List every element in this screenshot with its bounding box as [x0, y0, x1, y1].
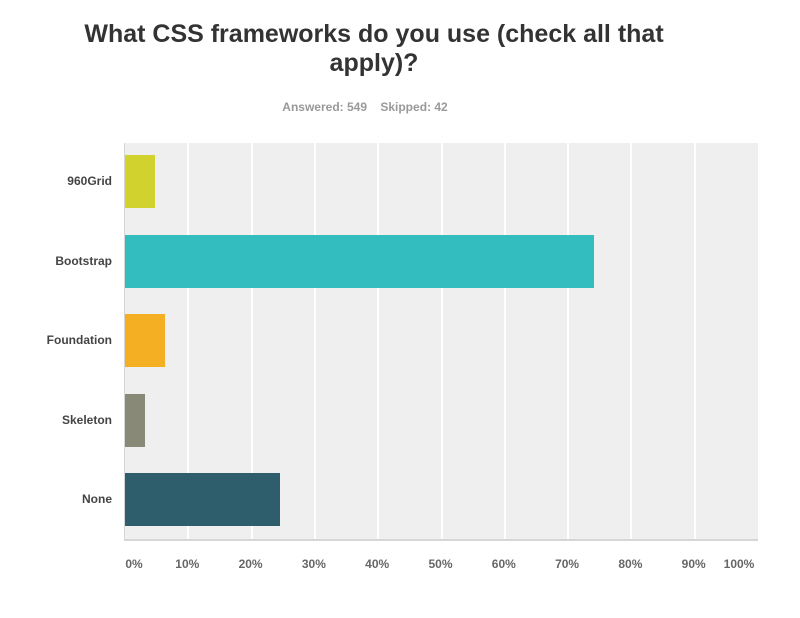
x-tick-label: 0%: [125, 557, 143, 571]
gridline: [693, 143, 696, 539]
bar-bootstrap[interactable]: [125, 235, 595, 288]
x-tick-label: 60%: [491, 557, 516, 571]
skipped-count: Skipped: 42: [380, 100, 448, 114]
bar-none[interactable]: [125, 473, 281, 526]
gridline: [440, 143, 443, 539]
plot-area: [124, 143, 758, 541]
x-tick-label: 90%: [681, 557, 706, 571]
bar-foundation[interactable]: [125, 314, 165, 367]
bar-skeleton[interactable]: [125, 394, 146, 447]
x-tick-label: 40%: [365, 557, 390, 571]
x-tick-label: 20%: [238, 557, 263, 571]
category-label: Foundation: [46, 333, 112, 347]
category-label: 960Grid: [67, 174, 112, 188]
gridline: [313, 143, 316, 539]
category-label: None: [82, 492, 112, 506]
x-tick-label: 30%: [301, 557, 326, 571]
answered-count: Answered: 549: [282, 100, 367, 114]
gridline: [187, 143, 190, 539]
x-tick-label: 70%: [555, 557, 580, 571]
gridline: [250, 143, 253, 539]
gridline: [377, 143, 380, 539]
x-tick-label: 10%: [175, 557, 200, 571]
gridline: [503, 143, 506, 539]
category-label: Skeleton: [61, 413, 112, 427]
x-tick-label: 100%: [723, 557, 755, 571]
gridline: [567, 143, 570, 539]
category-label: Bootstrap: [55, 254, 112, 268]
x-tick-label: 50%: [428, 557, 453, 571]
x-tick-label: 80%: [618, 557, 643, 571]
bar-960grid[interactable]: [125, 155, 156, 208]
chart-title: What CSS frameworks do you use (check al…: [84, 20, 664, 77]
response-stats: Answered: 549 Skipped: 42: [0, 100, 730, 114]
gridline: [630, 143, 633, 539]
